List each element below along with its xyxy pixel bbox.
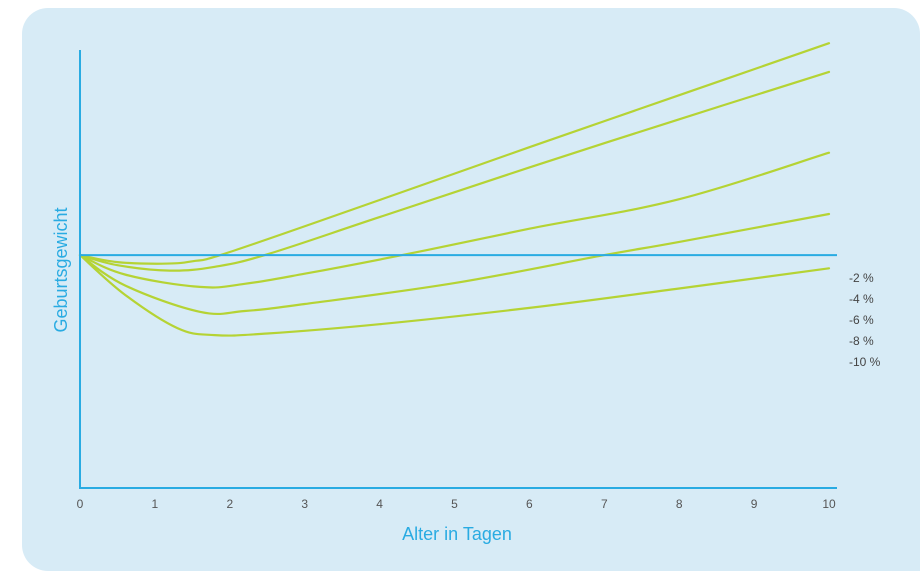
series-labels: -2 % -4 % -6 % -8 % -10 %: [849, 271, 881, 369]
x-tick-label: 4: [376, 497, 383, 511]
x-axis-title: Alter in Tagen: [402, 524, 512, 544]
x-tick-label: 3: [301, 497, 308, 511]
x-tick-labels: 0 1 2 3 4 5 6 7 8 9 10: [77, 497, 836, 511]
chart-card: [22, 8, 920, 571]
x-tick-label: 9: [751, 497, 758, 511]
series-line-3: [78, 151, 831, 289]
series-line-4: [78, 212, 831, 316]
series-label-4: -8 %: [849, 334, 874, 348]
series-label-1: -2 %: [849, 271, 874, 285]
series-line-5: [78, 254, 831, 337]
x-tick-label: 2: [226, 497, 233, 511]
x-tick-label: 5: [451, 497, 458, 511]
curves-group: [78, 42, 831, 337]
x-tick-label: 6: [526, 497, 533, 511]
series-label-2: -4 %: [849, 292, 874, 306]
x-tick-label: 10: [822, 497, 836, 511]
series-label-3: -6 %: [849, 313, 874, 327]
x-tick-label: 8: [676, 497, 683, 511]
series-label-5: -10 %: [849, 355, 881, 369]
x-tick-label: 1: [152, 497, 159, 511]
y-axis-title: Geburtsgewicht: [51, 207, 71, 332]
x-tick-label: 0: [77, 497, 84, 511]
series-line-1: [78, 42, 831, 265]
series-line-2: [78, 70, 831, 272]
x-tick-label: 7: [601, 497, 608, 511]
